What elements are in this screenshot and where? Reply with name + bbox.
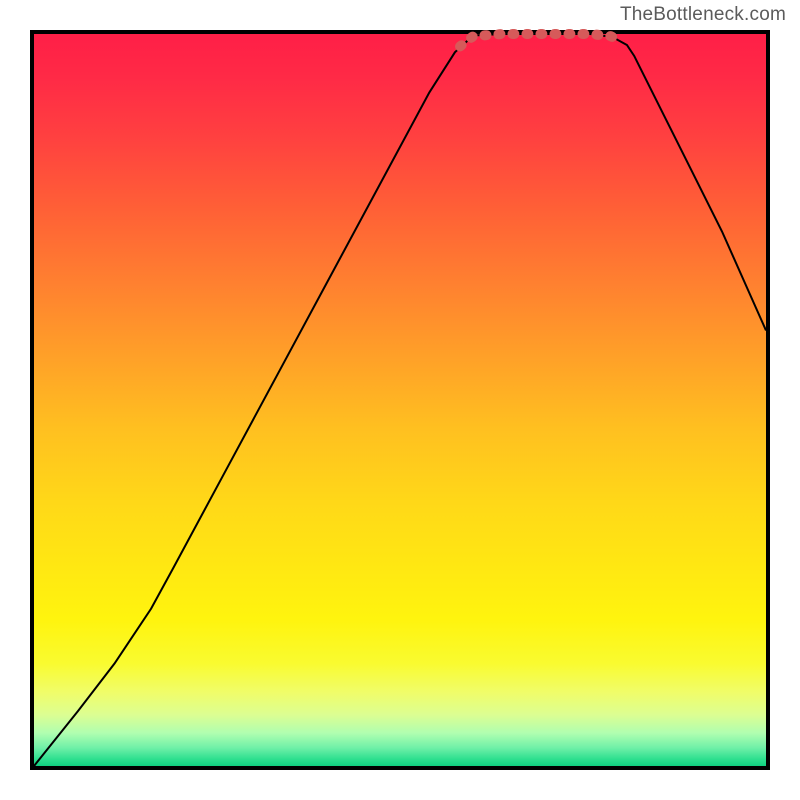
watermark-text: TheBottleneck.com <box>620 4 786 26</box>
highlight-curve <box>460 34 620 46</box>
main-curve <box>34 34 766 766</box>
chart-frame <box>30 30 770 770</box>
curve-svg <box>30 30 770 770</box>
canvas-root: TheBottleneck.com <box>0 0 800 800</box>
